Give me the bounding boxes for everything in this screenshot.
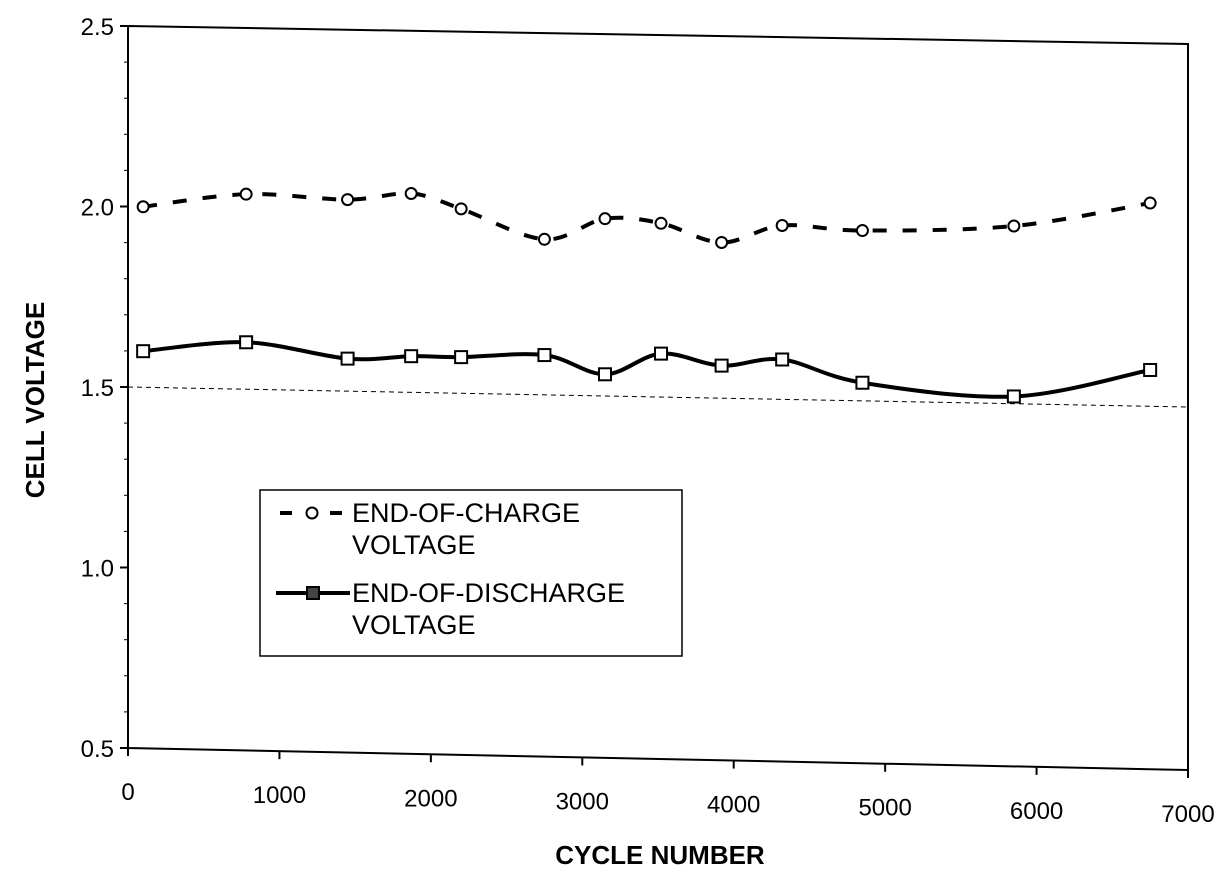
reference-line-group — [127, 386, 1189, 408]
data-point-circle — [855, 224, 869, 238]
data-point-square — [537, 348, 552, 363]
x-tick-label: 3000 — [556, 788, 609, 815]
data-point-circle — [715, 235, 729, 249]
data-point-square — [239, 335, 254, 350]
tick-labels: 0.5 1.0 1.5 2.0 2.5 0 1000 2000 3000 4000 5000 6000… — [81, 14, 1215, 828]
data-point-circle — [239, 187, 253, 201]
x-tick-label: 1000 — [253, 782, 306, 809]
legend-label: VOLTAGE — [352, 610, 476, 640]
series-group — [136, 186, 1158, 404]
data-point-square — [340, 351, 355, 366]
data-point-square — [855, 375, 870, 390]
legend: END-OF-CHARGEVOLTAGEEND-OF-DISCHARGEVOLT… — [259, 489, 683, 657]
data-point-circle — [341, 193, 355, 207]
data-point-square — [714, 358, 729, 373]
legend-label: VOLTAGE — [352, 530, 476, 560]
x-tick-label: 0 — [121, 779, 134, 806]
legend-square-marker — [306, 586, 320, 600]
data-point-circle — [404, 186, 418, 200]
y-tick-label: 1.5 — [81, 375, 114, 402]
series-1 — [136, 186, 1157, 249]
data-point-square — [1006, 389, 1021, 404]
data-point-circle — [1143, 196, 1157, 210]
data-point-circle — [654, 216, 668, 230]
y-tick-label: 0.5 — [81, 736, 114, 763]
x-tick-label: 6000 — [1010, 798, 1063, 825]
data-point-circle — [454, 202, 468, 216]
data-point-circle — [136, 200, 150, 214]
x-tick-label: 7000 — [1161, 801, 1214, 828]
y-tick-label: 2.5 — [81, 14, 114, 41]
data-point-circle — [598, 212, 612, 226]
data-point-square — [598, 367, 612, 382]
y-tick-label: 1.0 — [81, 556, 114, 583]
y-axis-title: CELL VOLTAGE — [20, 302, 50, 498]
y-tick-label: 2.0 — [81, 195, 114, 222]
series-2 — [136, 335, 1158, 404]
legend-box — [259, 489, 683, 657]
x-axis-title: CYCLE NUMBER — [555, 840, 765, 870]
plot-frame — [127, 24, 1189, 772]
legend-label: END-OF-CHARGE — [352, 498, 580, 528]
data-point-circle — [1007, 219, 1021, 233]
data-point-square — [1143, 362, 1158, 377]
data-point-circle — [775, 218, 789, 232]
data-point-square — [654, 346, 669, 361]
series-line — [142, 340, 1151, 399]
x-tick-label: 4000 — [707, 792, 760, 819]
reference-line — [127, 386, 1189, 408]
data-point-square — [775, 352, 790, 367]
x-tick-label: 2000 — [404, 785, 457, 812]
x-tick-label: 5000 — [858, 795, 911, 822]
legend-label: END-OF-DISCHARGE — [352, 578, 625, 608]
data-point-circle — [537, 232, 551, 246]
data-point-square — [136, 344, 151, 359]
data-point-square — [454, 350, 469, 365]
plot-border — [127, 24, 1189, 772]
axis-ticks — [120, 25, 1189, 778]
legend-circle-marker — [305, 506, 319, 520]
data-point-square — [404, 349, 419, 364]
series-line — [142, 191, 1151, 245]
